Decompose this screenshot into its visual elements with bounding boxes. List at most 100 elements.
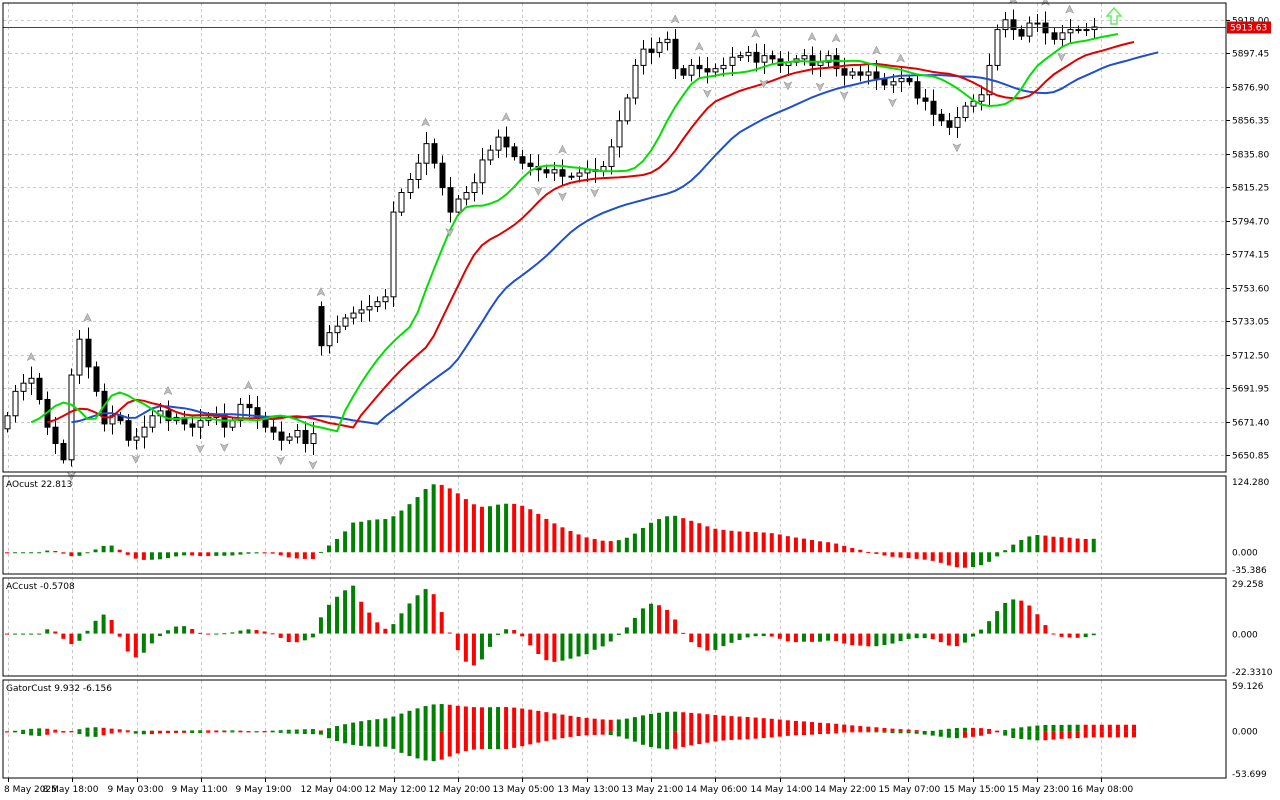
candle-up[interactable] (1091, 26, 1098, 31)
candle-up[interactable] (729, 56, 736, 66)
candle-down[interactable] (503, 136, 510, 148)
candle-down[interactable] (704, 68, 711, 73)
candle-down[interactable] (246, 403, 253, 409)
candle-up[interactable] (423, 143, 430, 164)
candle-up[interactable] (656, 42, 663, 53)
candle-up[interactable] (551, 169, 558, 174)
candle-down[interactable] (543, 169, 550, 174)
candle-up[interactable] (962, 105, 969, 119)
candle-up[interactable] (455, 198, 462, 213)
candle-up[interactable] (865, 71, 872, 76)
candle-up[interactable] (616, 120, 623, 148)
candle-up[interactable] (568, 175, 575, 178)
candle-up[interactable] (374, 301, 381, 308)
candle-down[interactable] (318, 306, 325, 347)
candle-down[interactable] (753, 51, 760, 63)
candle-up[interactable] (1083, 29, 1090, 32)
candle-up[interactable] (471, 182, 478, 194)
candle-down[interactable] (672, 38, 679, 70)
candle-down[interactable] (278, 431, 285, 441)
candle-down[interactable] (270, 426, 277, 433)
candle-up[interactable] (463, 192, 470, 200)
candle-up[interactable] (688, 64, 695, 76)
candle-up[interactable] (334, 325, 341, 334)
candle-down[interactable] (527, 162, 534, 167)
candle-up[interactable] (350, 312, 357, 319)
candle-down[interactable] (1018, 29, 1025, 37)
candle-down[interactable] (189, 423, 196, 428)
candle-up[interactable] (640, 48, 647, 66)
candle-down[interactable] (873, 71, 880, 79)
candle-up[interactable] (366, 306, 373, 311)
candle-up[interactable] (898, 77, 905, 83)
candle-up[interactable] (4, 415, 11, 430)
candle-down[interactable] (906, 77, 913, 83)
candle-down[interactable] (511, 146, 518, 158)
candle-up[interactable] (994, 29, 1001, 66)
candle-up[interactable] (28, 377, 35, 384)
candle-up[interactable] (801, 55, 808, 60)
candle-down[interactable] (680, 68, 687, 76)
candle-down[interactable] (559, 169, 566, 177)
candle-up[interactable] (68, 374, 75, 461)
candle-down[interactable] (809, 55, 816, 66)
candle-up[interactable] (12, 390, 19, 417)
candle-up[interactable] (1034, 22, 1041, 25)
candle-up[interactable] (479, 159, 486, 184)
candle-down[interactable] (648, 48, 655, 53)
candle-down[interactable] (165, 410, 172, 422)
candle-up[interactable] (294, 429, 301, 438)
candle-up[interactable] (487, 149, 494, 161)
candle-down[interactable] (519, 156, 526, 164)
ao-panel[interactable] (5, 484, 1096, 568)
candle-down[interactable] (938, 113, 945, 122)
candle-down[interactable] (52, 426, 59, 444)
candle-up[interactable] (286, 436, 293, 441)
candle-up[interactable] (358, 309, 365, 314)
candle-up[interactable] (149, 415, 156, 428)
candle-up[interactable] (608, 146, 615, 167)
candle-down[interactable] (914, 81, 921, 99)
candle-down[interactable] (930, 100, 937, 115)
candle-down[interactable] (696, 64, 703, 70)
candle-down[interactable] (125, 420, 132, 441)
candle-up[interactable] (398, 192, 405, 213)
candle-up[interactable] (141, 426, 148, 438)
candle-up[interactable] (197, 420, 204, 428)
candle-up[interactable] (390, 211, 397, 298)
candle-up[interactable] (576, 172, 583, 177)
candle-down[interactable] (769, 55, 776, 60)
candle-down[interactable] (857, 71, 864, 76)
candle-up[interactable] (624, 97, 631, 122)
ac-panel[interactable] (5, 585, 1096, 666)
candle-up[interactable] (237, 403, 244, 422)
candle-down[interactable] (93, 366, 100, 392)
candle-up[interactable] (954, 117, 961, 128)
candle-up[interactable] (342, 317, 349, 327)
candle-down[interactable] (431, 143, 438, 164)
candle-down[interactable] (841, 68, 848, 76)
candle-down[interactable] (946, 120, 953, 128)
candle-down[interactable] (922, 97, 929, 102)
candle-down[interactable] (1051, 32, 1058, 40)
candle-up[interactable] (817, 61, 824, 66)
candle-up[interactable] (849, 71, 856, 76)
candle-up[interactable] (76, 338, 83, 376)
candle-up[interactable] (745, 51, 752, 57)
candle-down[interactable] (833, 55, 840, 70)
candle-up[interactable] (229, 420, 236, 428)
candle-up[interactable] (407, 178, 414, 194)
price-panel[interactable] (3, 0, 1226, 481)
candle-up[interactable] (890, 81, 897, 86)
candle-up[interactable] (1075, 29, 1082, 32)
candle-up[interactable] (978, 94, 985, 102)
gator-panel[interactable] (5, 704, 1136, 762)
candle-up[interactable] (1002, 19, 1009, 31)
candle-up[interactable] (326, 332, 333, 347)
candle-up[interactable] (720, 64, 727, 70)
candle-up[interactable] (382, 296, 389, 303)
candle-up[interactable] (1059, 32, 1066, 40)
candle-down[interactable] (302, 429, 309, 444)
candle-down[interactable] (85, 338, 92, 368)
